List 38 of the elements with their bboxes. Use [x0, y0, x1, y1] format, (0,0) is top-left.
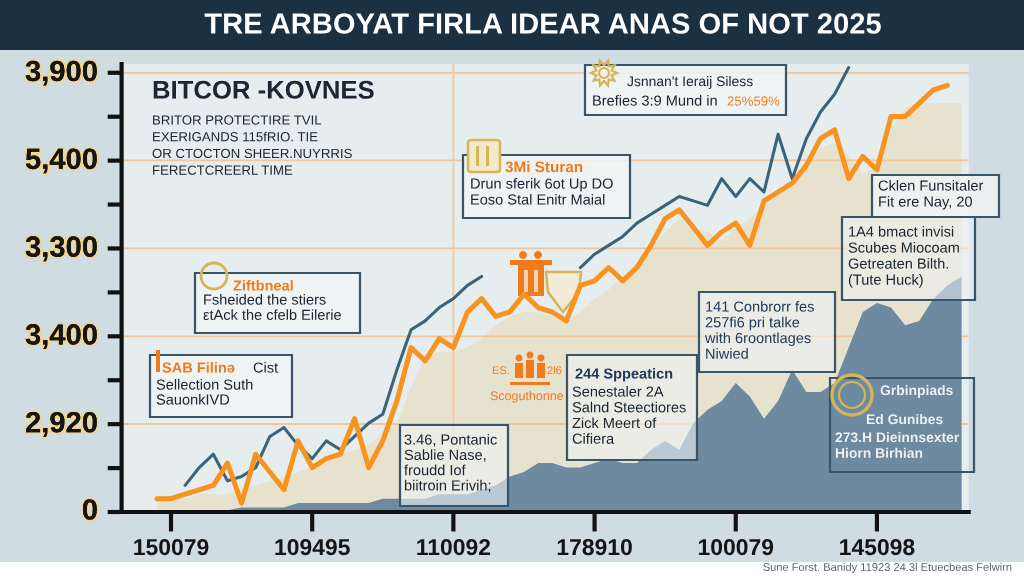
annotation: Jsnnan't Ieraij Siless: [627, 76, 753, 89]
annotation: Fsheided the stiers εtAck the cfelb Eilerie: [203, 294, 341, 320]
chart-title: TRE ARBOYAT FIRLA IDEAR ANAS OF NOT 2025: [204, 13, 881, 34]
text: 3,900: [25, 60, 97, 86]
annotation: 141 Conbrorr fes 257fi6 pri talke with 6roontlages Niwied: [704, 301, 814, 359]
annotation: Ed Gunibes: [866, 414, 943, 425]
annotation: Senestaler 2A Salnd Steectiores Zick Meert of Cifiera: [572, 386, 686, 444]
annotation: 2l6: [547, 366, 562, 375]
annotation: Grbinpiads: [880, 385, 953, 398]
annotation: BRITOR PROTECTIRE TVIL EXERIGANDS 115fRIO. TIE OR CTOCTON SHEER.NUYRRIS FERECTCREERL TIME: [152, 115, 352, 175]
annotation: 25%59%: [727, 96, 780, 106]
x-tick-label: 150079: [134, 538, 209, 556]
annotation: Drun sferik 6ot Up DO Eoso Stal Enitr Maial: [471, 178, 613, 205]
x-tick-label: 100079: [698, 538, 774, 556]
x-tick-label: 110092: [417, 538, 491, 556]
annotation: Ziftbneal: [233, 280, 293, 291]
annotation: Cklen Funsitaler Fit ere Nay, 20: [878, 180, 984, 210]
x-tick-label: 109495: [275, 538, 350, 556]
text: 3,400: [25, 324, 97, 349]
annotation: BITCOR -KOVNES: [153, 80, 374, 99]
annotation: Cist: [253, 362, 279, 373]
text: Sune Forst. Banidy 11923 24.3l Etuecbeas Felwirn: [763, 562, 1012, 574]
text: 3,300: [25, 236, 97, 262]
annotation: ES.: [492, 366, 509, 375]
annotation: 1A4 bmact invisi Scubes Miocoam Getreaten Bilth. (Tute Huck): [848, 226, 959, 288]
text: 0: [82, 499, 97, 520]
text: 5,400: [25, 148, 97, 174]
annotation: Scoguthonne: [490, 391, 564, 403]
annotation: Sellection Suth SauonkIVD: [156, 379, 253, 405]
x-tick-label: 178910: [557, 538, 632, 556]
x-tick-label: 145098: [840, 538, 915, 556]
annotation: 273.H Dieinnsexter Hiorn Birhian: [835, 432, 960, 458]
annotation: Brefies 3:9 Mund in: [593, 95, 717, 106]
text: 2,920: [26, 411, 97, 437]
annotation: 3.46, Pontanic Sablie Nase, froudd Iof biitroin Erivih;: [404, 434, 497, 493]
annotation: 3Mi Sturan: [505, 161, 583, 173]
annotation: SAB Filinǝ: [162, 362, 235, 373]
annotation: 244 Sppeaticn: [575, 368, 673, 382]
